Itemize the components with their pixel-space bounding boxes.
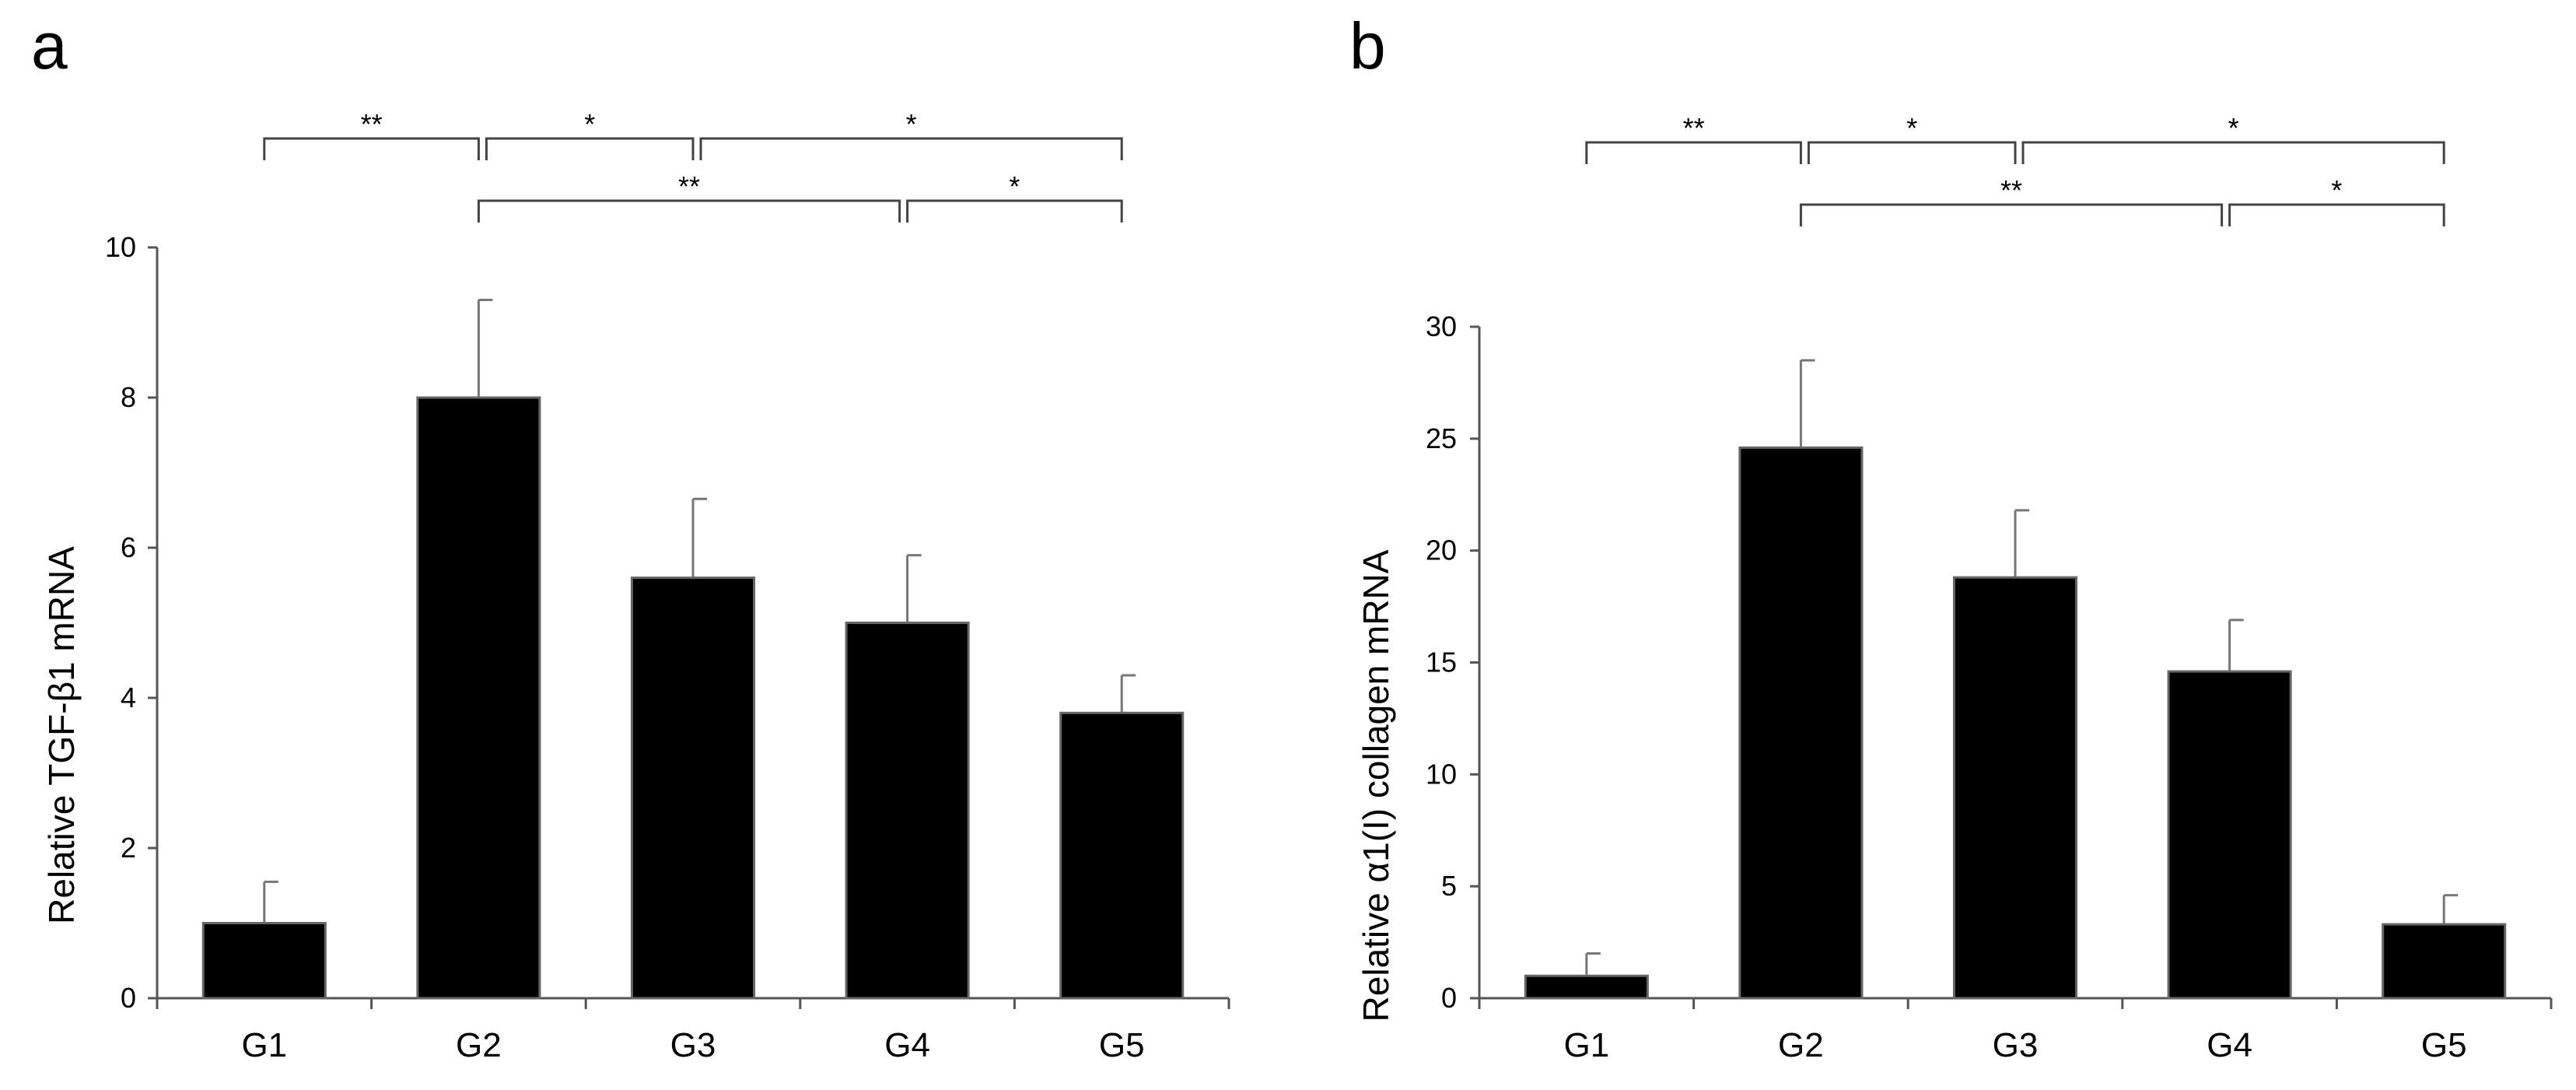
panel-b-significance-label: * — [1906, 112, 1917, 144]
panel-b-bar-g1 — [1524, 974, 1649, 1000]
panel-a-significance-bracket — [263, 137, 480, 160]
panel-b-y-tick-label: 20 — [1426, 534, 1457, 566]
panel-a-y-tick-label: 6 — [121, 531, 136, 563]
panel-a-bar-g1 — [201, 922, 327, 1000]
panel-b-y-tick-label: 15 — [1426, 647, 1457, 678]
panel-b-x-tick-label: G4 — [2207, 1026, 2252, 1064]
panel-b-x-tick-label: G1 — [1563, 1026, 1609, 1064]
panel-a-significance-label: * — [906, 108, 917, 140]
panel-a-significance-label: * — [1009, 170, 1020, 202]
panel-b-label: b — [1349, 9, 1386, 82]
panel-b-significance-bracket — [2228, 203, 2445, 226]
panel-b-bar-g2 — [1738, 446, 1864, 1000]
panel-a-bar-g4 — [845, 622, 970, 1000]
panel-a-x-tick-label: G5 — [1099, 1026, 1145, 1064]
panel-a-chart: a Relative TGF-β1 mRNA 0 2 4 6 8 10 G1 G2 G3 G4 G5… — [31, 9, 1230, 1064]
panel-b-x-tick-label: G2 — [1778, 1026, 1824, 1064]
panel-a-significance-bracket — [477, 199, 901, 223]
panel-b-bar-g3 — [1952, 576, 2078, 1000]
panel-a-bar-g2 — [416, 396, 541, 1000]
panel-a-significance-label: ** — [361, 108, 383, 140]
panel-a-y-tick-label: 8 — [121, 381, 136, 413]
panel-a-significance-label: * — [584, 108, 595, 140]
panel-b-significance-bracket — [1585, 141, 1802, 164]
panel-b-x-tick-label: G3 — [1993, 1026, 2039, 1064]
panel-b-bar-g5 — [2382, 923, 2507, 1000]
panel-b-bar-g4 — [2167, 670, 2292, 1000]
panel-b-significance-label: * — [2228, 112, 2239, 144]
panel-b-significance-bracket — [1807, 141, 2017, 164]
panel-b-y-tick-label: 30 — [1426, 310, 1457, 342]
panel-a-y-tick-label: 2 — [121, 832, 136, 864]
panel-a-y-tick-label: 0 — [121, 982, 136, 1014]
panel-a-x-tick-label: G2 — [456, 1026, 502, 1064]
panel-a-significance-bracket — [485, 137, 695, 160]
panel-a-significance-bracket — [699, 137, 1123, 160]
panel-a-significance-label: ** — [678, 170, 700, 202]
panel-b-chart: b Relative α1(I) collagen mRNA 0 5 10 15 20 2… — [1349, 9, 2553, 1064]
panel-a-bar-g3 — [630, 577, 756, 1000]
panel-a-bar-g5 — [1059, 711, 1185, 1000]
panel-b-significance-bracket — [1799, 203, 2224, 226]
panel-a-y-axis-label: Relative TGF-β1 mRNA — [41, 546, 82, 924]
panel-a-y-tick-label: 4 — [121, 682, 136, 713]
panel-b-significance-label: * — [2331, 174, 2342, 206]
panel-b-x-tick-label: G5 — [2421, 1026, 2467, 1064]
panel-a-x-tick-label: G4 — [884, 1026, 930, 1064]
panel-b-y-tick-label: 10 — [1426, 758, 1457, 790]
panel-a-x-tick-label: G3 — [670, 1026, 716, 1064]
panel-a-x-tick-label: G1 — [241, 1026, 287, 1064]
panel-a-y-tick-label: 10 — [105, 231, 136, 263]
panel-a-significance-bracket — [906, 199, 1123, 223]
panel-b-y-tick-label: 5 — [1441, 870, 1457, 902]
panel-b-y-tick-label: 25 — [1426, 422, 1457, 454]
panel-a-label: a — [31, 9, 68, 82]
panel-b-significance-label: ** — [2000, 174, 2022, 206]
panel-b-y-axis-label: Relative α1(I) collagen mRNA — [1356, 549, 1396, 1022]
panel-b-significance-bracket — [2021, 141, 2445, 164]
panel-b-y-tick-label: 0 — [1441, 982, 1457, 1014]
panel-b-significance-label: ** — [1683, 112, 1705, 144]
